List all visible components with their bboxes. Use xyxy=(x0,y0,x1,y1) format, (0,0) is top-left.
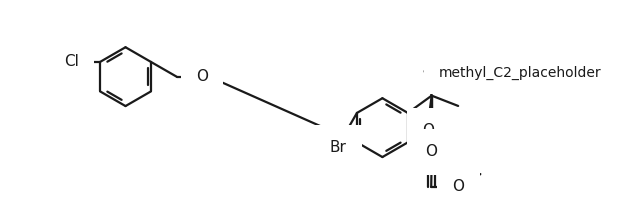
Text: O: O xyxy=(452,179,464,194)
Text: O: O xyxy=(422,123,435,138)
Text: Cl: Cl xyxy=(64,55,79,69)
Text: O: O xyxy=(196,69,208,84)
Text: O: O xyxy=(425,144,437,159)
Text: methyl_C2_placeholder: methyl_C2_placeholder xyxy=(438,66,601,80)
Text: Br: Br xyxy=(330,140,347,155)
